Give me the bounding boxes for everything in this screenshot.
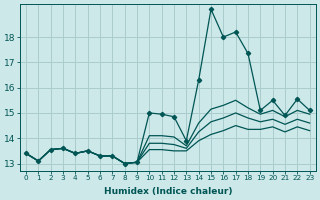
X-axis label: Humidex (Indice chaleur): Humidex (Indice chaleur) [104,187,232,196]
